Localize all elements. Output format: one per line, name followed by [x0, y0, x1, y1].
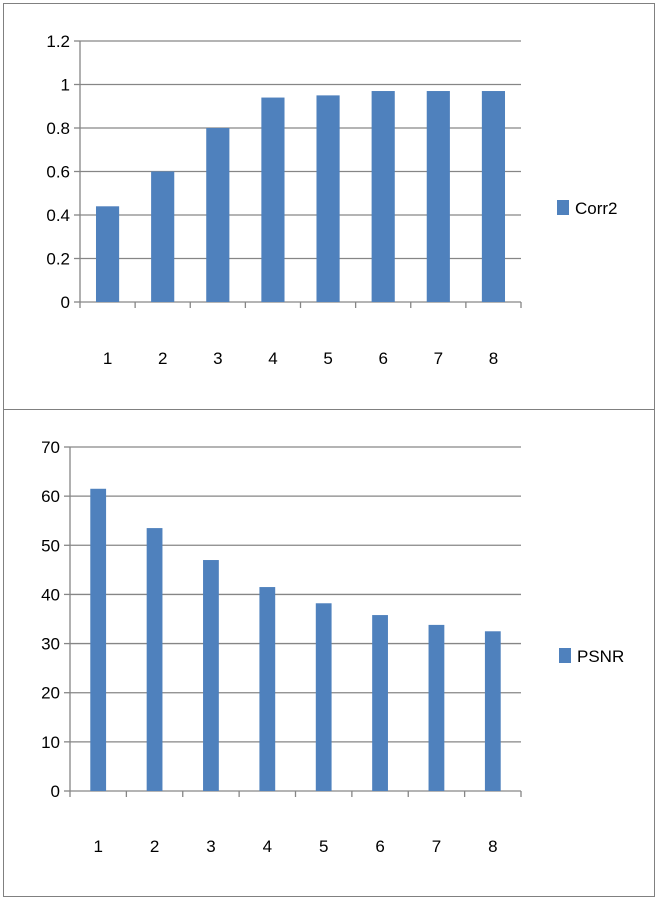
- y-tick-label: 1: [61, 76, 70, 95]
- bar: [316, 95, 340, 302]
- psnr-chart-panel: 0 10 20 30 40 50 60 70 1 2 3 4 5 6 7 8 PSNR: [3, 409, 655, 897]
- y-tick-label: 20: [41, 684, 60, 703]
- x-tick-label: 6: [378, 349, 387, 368]
- y-tick-label: 40: [41, 585, 60, 604]
- x-tick-label: 7: [432, 837, 441, 856]
- y-tick-label: 10: [41, 733, 60, 752]
- x-tick-label: 3: [206, 837, 215, 856]
- bar: [90, 488, 107, 791]
- bar: [426, 91, 450, 303]
- psnr-chart: 0 10 20 30 40 50 60 70 1 2 3 4 5 6 7 8 PSNR: [41, 438, 624, 856]
- y-tick-label: 0.2: [46, 250, 70, 269]
- x-tick-label: 5: [319, 837, 328, 856]
- x-tick-label: 7: [434, 349, 443, 368]
- y-tick-label: 30: [41, 635, 60, 654]
- corr2-chart: 0 0.2 0.4 0.6 0.8 1 1.2 1 2 3 4 5 6 7 8 Corr2: [46, 32, 618, 368]
- bar: [261, 97, 285, 302]
- x-tick-label: 8: [488, 837, 497, 856]
- y-tick-label: 70: [41, 438, 60, 457]
- y-tick-label: 0.4: [46, 206, 70, 225]
- x-tick-label: 4: [268, 349, 277, 368]
- x-tick-label: 8: [489, 349, 498, 368]
- x-tick-label: 1: [103, 349, 112, 368]
- bar: [481, 91, 506, 303]
- bar: [315, 603, 332, 791]
- bar: [428, 624, 445, 791]
- bar: [259, 587, 276, 791]
- x-tick-label: 3: [213, 349, 222, 368]
- legend-swatch: [557, 200, 569, 215]
- legend-label: PSNR: [577, 647, 624, 666]
- bar: [95, 206, 120, 302]
- bar: [372, 615, 388, 791]
- legend-swatch: [559, 648, 571, 663]
- y-tick-label: 0: [51, 782, 60, 801]
- bar: [206, 128, 230, 302]
- x-tick-label: 2: [158, 349, 167, 368]
- y-tick-label: 0.6: [46, 163, 70, 182]
- x-tick-label: 1: [93, 837, 102, 856]
- y-tick-label: 0: [61, 293, 70, 312]
- legend-label: Corr2: [575, 199, 618, 218]
- y-tick-label: 1.2: [46, 32, 70, 51]
- bar: [203, 560, 219, 791]
- bar: [371, 91, 395, 303]
- x-tick-label: 6: [375, 837, 384, 856]
- corr2-chart-panel: 0 0.2 0.4 0.6 0.8 1 1.2 1 2 3 4 5 6 7 8 Corr2: [3, 3, 655, 410]
- x-tick-label: 4: [263, 837, 272, 856]
- x-tick-label: 5: [323, 349, 332, 368]
- y-tick-label: 60: [41, 487, 60, 506]
- y-tick-label: 50: [41, 536, 60, 555]
- bar: [146, 528, 163, 791]
- y-tick-label: 0.8: [46, 119, 70, 138]
- x-tick-label: 2: [150, 837, 159, 856]
- bar: [151, 171, 175, 302]
- bar: [484, 631, 501, 791]
